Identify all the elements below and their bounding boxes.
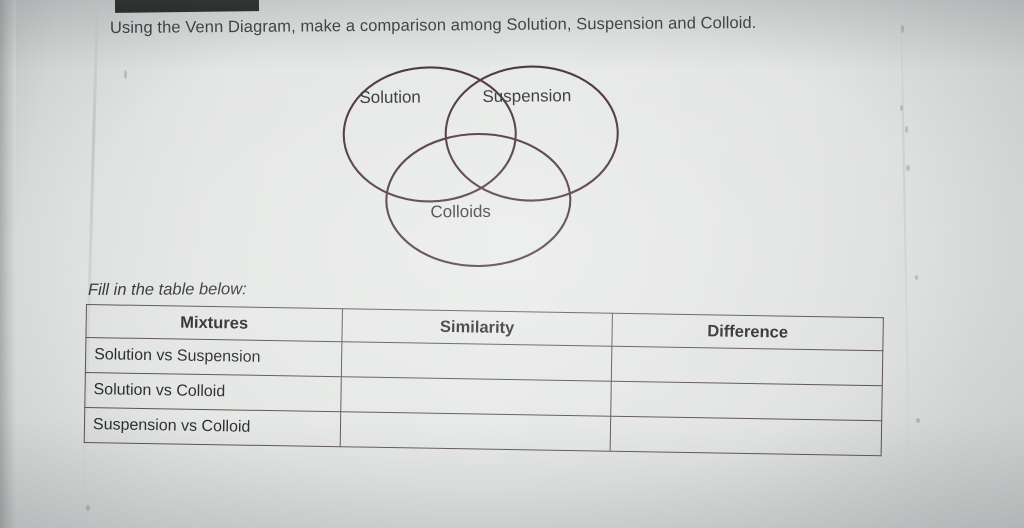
redaction-bar bbox=[114, 0, 260, 13]
cell-similarity-solution-vs-colloid[interactable] bbox=[340, 376, 612, 417]
venn-label-colloids: Colloids bbox=[430, 201, 491, 222]
cell-similarity-suspension-vs-colloid[interactable] bbox=[340, 411, 611, 452]
cell-difference-solution-vs-suspension[interactable] bbox=[611, 346, 883, 386]
page-left-edge bbox=[0, 0, 16, 528]
venn-circle-suspension bbox=[444, 65, 619, 202]
cell-difference-solution-vs-colloid[interactable] bbox=[610, 381, 883, 421]
table-header-difference: Difference bbox=[611, 313, 884, 351]
fill-table-instruction: Fill in the table below: bbox=[87, 280, 247, 299]
comparison-table-container: Mixtures Similarity Difference Solution … bbox=[83, 304, 884, 469]
table-header-similarity: Similarity bbox=[341, 308, 613, 347]
comparison-table: Mixtures Similarity Difference Solution … bbox=[84, 304, 884, 456]
venn-diagram: Solution Suspension Colloids bbox=[317, 51, 639, 279]
row-label-solution-vs-colloid: Solution vs Colloid bbox=[84, 372, 342, 412]
row-label-solution-vs-suspension: Solution vs Suspension bbox=[85, 337, 342, 377]
row-label-suspension-vs-colloid: Suspension vs Colloid bbox=[84, 407, 341, 447]
venn-circle-colloids bbox=[385, 132, 572, 268]
table-header-mixtures: Mixtures bbox=[85, 304, 343, 342]
cell-difference-suspension-vs-colloid[interactable] bbox=[610, 416, 882, 456]
venn-circle-solution bbox=[342, 66, 517, 203]
cell-similarity-solution-vs-suspension[interactable] bbox=[341, 341, 612, 382]
venn-label-solution: Solution bbox=[359, 87, 421, 108]
venn-label-suspension: Suspension bbox=[482, 86, 572, 106]
